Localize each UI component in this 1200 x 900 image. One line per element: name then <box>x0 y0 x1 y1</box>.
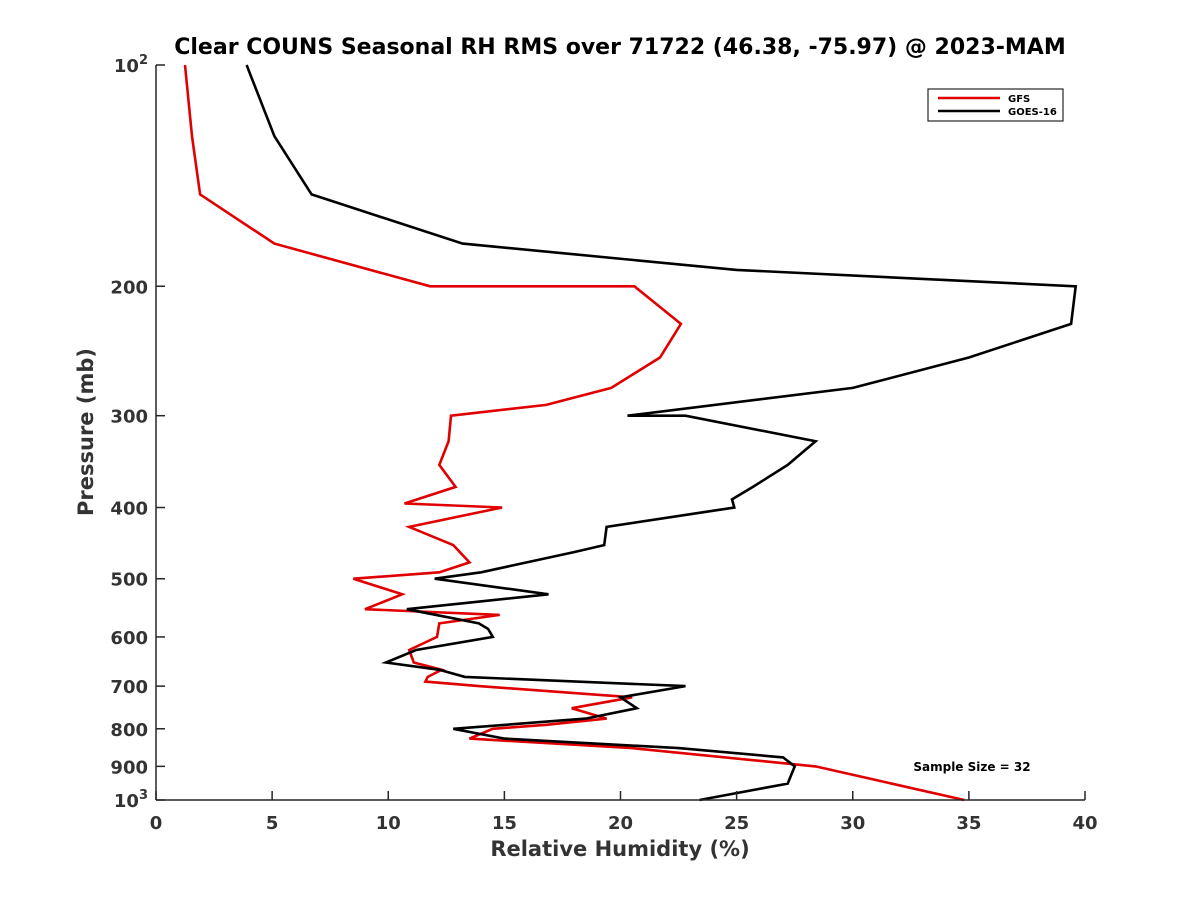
x-tick-label: 10 <box>376 813 401 834</box>
series-line-gfs <box>183 64 965 802</box>
x-tick-label: 35 <box>956 813 981 834</box>
y-tick-label: 103 <box>114 788 148 812</box>
y-tick-label: 200 <box>110 277 148 298</box>
y-tick-label: 800 <box>110 720 148 741</box>
y-tick-label: 700 <box>110 677 148 698</box>
x-tick-label: 15 <box>492 813 517 834</box>
y-tick-label: 102 <box>114 53 148 77</box>
x-tick-label: 25 <box>724 813 749 834</box>
x-tick-label: 20 <box>608 813 633 834</box>
legend-box <box>927 88 1064 122</box>
x-axis-label: Relative Humidity (%) <box>490 837 749 861</box>
x-tick-label: 40 <box>1072 813 1097 834</box>
y-tick-label: 300 <box>110 407 148 428</box>
x-tick-label: 5 <box>266 813 279 834</box>
plot-lines <box>183 64 1078 802</box>
legend: GFS GOES-16 <box>927 88 1064 122</box>
y-tick-label: 900 <box>110 757 148 778</box>
axes: 0 5 10 15 20 25 30 35 40 102 200 300 400 500 600 700 800… <box>110 53 1097 834</box>
y-axis-label: Pressure (mb) <box>74 348 98 516</box>
chart-title: Clear COUNS Seasonal RH RMS over 71722 (… <box>174 35 1065 60</box>
y-tick-label: 400 <box>110 499 148 520</box>
x-tick-label: 30 <box>840 813 865 834</box>
y-tick-label: 600 <box>110 628 148 649</box>
legend-label-gfs: GFS <box>1008 94 1030 105</box>
legend-label-goes-16: GOES-16 <box>1008 107 1057 118</box>
x-tick-label: 0 <box>150 813 163 834</box>
y-tick-label: 500 <box>110 570 148 591</box>
series-line-goes-16 <box>245 64 1078 802</box>
sample-size-annotation: Sample Size = 32 <box>913 760 1030 774</box>
